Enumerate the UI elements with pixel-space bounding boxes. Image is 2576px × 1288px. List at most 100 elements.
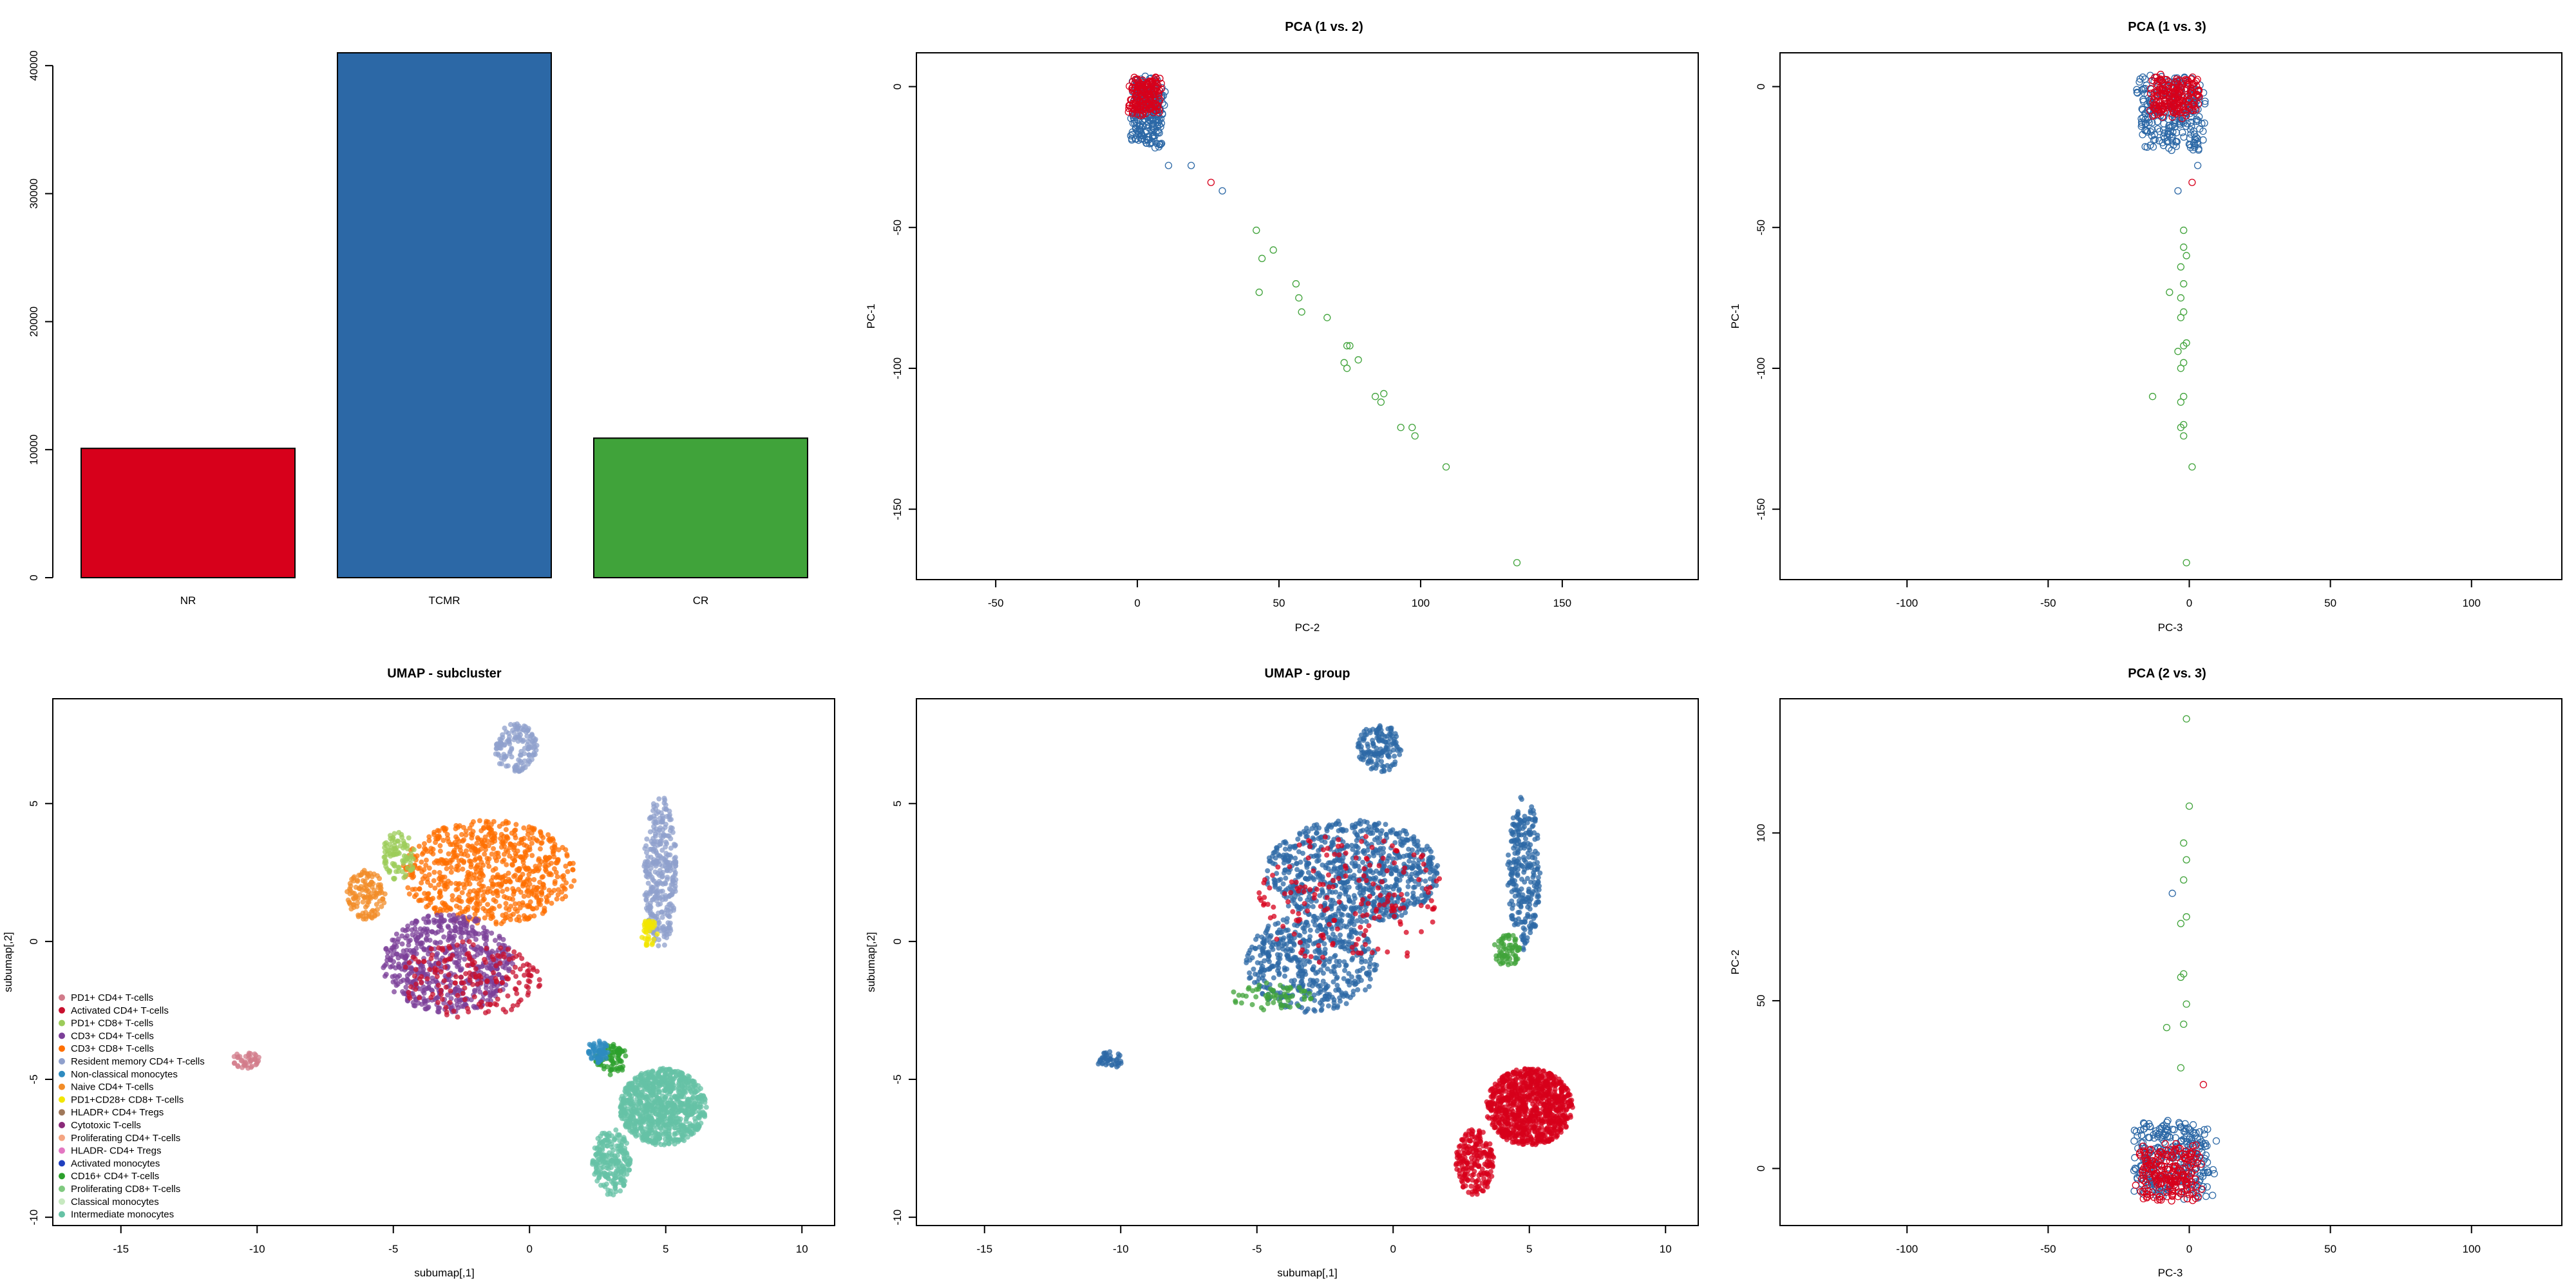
point-tcmr — [2141, 126, 2149, 135]
point-cd3-cd8-t-cells — [478, 846, 484, 852]
point-non-classical-monocytes — [605, 1050, 611, 1056]
point-activated-cd4-t-cells — [526, 990, 531, 996]
x-tick-label: CR — [693, 594, 709, 607]
x-tick-label: 10 — [796, 1243, 808, 1255]
point-cd3-cd4-t-cells — [489, 930, 495, 936]
point-cd3-cd8-t-cells — [424, 876, 430, 882]
point-resident-memory-cd4-t-cells — [661, 911, 667, 916]
point-activated-cd4-t-cells — [517, 966, 523, 972]
point-nr — [1155, 109, 1163, 117]
point-cd3-cd8-t-cells — [463, 828, 469, 834]
point-activated-cd4-t-cells — [428, 994, 434, 1000]
point-cd3-cd8-t-cells — [537, 862, 543, 867]
legend-label: PD1+CD28+ CD8+ T-cells — [71, 1094, 184, 1105]
point-cd3-cd8-t-cells — [440, 907, 446, 913]
point-activated-cd4-t-cells — [451, 1009, 457, 1014]
point-cd3-cd8-t-cells — [490, 914, 496, 920]
point-activated-cd4-t-cells — [462, 985, 468, 991]
point-activated-cd4-t-cells — [522, 972, 527, 978]
point-cd3-cd4-t-cells — [459, 927, 464, 933]
point-cd3-cd4-t-cells — [456, 988, 462, 994]
point-cd3-cd8-t-cells — [503, 900, 509, 906]
plot-frame — [916, 52, 1699, 580]
point-activated-cd4-t-cells — [526, 972, 532, 978]
point-intermediate-monocytes — [650, 1080, 656, 1086]
point-nr — [2161, 75, 2169, 84]
point-cd3-cd8-t-cells — [473, 856, 478, 862]
point-tcmr — [2143, 143, 2151, 151]
legend-swatch — [59, 1147, 65, 1154]
point-cd3-cd8-t-cells — [507, 913, 513, 919]
point-cd3-cd8-t-cells — [440, 838, 446, 844]
point-cd3-cd4-t-cells — [391, 938, 397, 943]
point-intermediate-monocytes — [685, 1106, 690, 1112]
point-cd3-cd8-t-cells — [455, 882, 461, 887]
point-resident-memory-cd4-t-cells — [506, 730, 511, 736]
point-cd3-cd8-t-cells — [412, 886, 418, 892]
point-naive-cd4-t-cells — [361, 867, 367, 873]
point-cr — [1253, 226, 1260, 234]
point-pd1-cd8-t-cells — [392, 839, 398, 845]
point-activated-cd4-t-cells — [506, 956, 512, 962]
point-activated-cd4-t-cells — [413, 987, 419, 992]
point-nr — [2188, 178, 2196, 186]
point-intermediate-monocytes — [629, 1097, 634, 1103]
point-resident-memory-cd4-t-cells — [498, 745, 504, 751]
point-cd3-cd8-t-cells — [531, 906, 536, 912]
chart-title: PCA (1 vs. 2) — [1285, 20, 1363, 34]
point-intermediate-monocytes — [669, 1101, 675, 1106]
point-cd3-cd8-t-cells — [455, 862, 461, 868]
point-cd3-cd8-t-cells — [472, 911, 478, 917]
point-cd3-cd4-t-cells — [406, 942, 412, 948]
point-tcmr — [1128, 128, 1137, 136]
point-activated-cd4-t-cells — [505, 993, 511, 999]
point-cd3-cd8-t-cells — [453, 823, 459, 829]
point-activated-cd4-t-cells — [516, 999, 522, 1005]
point-nr — [2174, 80, 2181, 88]
point-intermediate-monocytes — [613, 1175, 619, 1180]
point-intermediate-monocytes — [618, 1170, 624, 1175]
point-cd3-cd8-t-cells — [512, 901, 518, 907]
point-nr — [2193, 82, 2201, 90]
point-intermediate-monocytes — [668, 1110, 674, 1115]
point-intermediate-monocytes — [679, 1132, 685, 1138]
point-cd3-cd8-t-cells — [406, 891, 412, 897]
point-activated-cd4-t-cells — [410, 954, 416, 960]
point-tcmr — [1411, 860, 1417, 866]
point-cd3-cd8-t-cells — [423, 862, 429, 868]
point-intermediate-monocytes — [659, 1093, 665, 1099]
point-resident-memory-cd4-t-cells — [498, 737, 504, 743]
point-cd3-cd8-t-cells — [551, 887, 557, 893]
point-activated-cd4-t-cells — [530, 965, 536, 971]
point-cd3-cd8-t-cells — [486, 886, 491, 891]
point-cd3-cd8-t-cells — [417, 897, 423, 903]
point-cd3-cd8-t-cells — [527, 899, 533, 905]
point-cd3-cd8-t-cells — [545, 862, 551, 868]
point-resident-memory-cd4-t-cells — [645, 880, 651, 886]
point-pd1-cd8-t-cells — [388, 836, 393, 842]
chart-title: UMAP - group — [1265, 667, 1350, 681]
point-non-classical-monocytes — [597, 1050, 603, 1056]
point-cd3-cd4-t-cells — [479, 964, 485, 970]
point-naive-cd4-t-cells — [364, 895, 370, 900]
point-cr — [1269, 246, 1277, 254]
point-cd3-cd8-t-cells — [480, 893, 486, 898]
point-pd1-cd8-t-cells — [392, 863, 397, 869]
legend-swatch — [59, 1186, 65, 1192]
point-activated-cd4-t-cells — [512, 964, 518, 970]
y-tick-label: 5 — [28, 800, 40, 806]
point-activated-cd4-t-cells — [478, 1004, 484, 1010]
point-cd3-cd8-t-cells — [453, 834, 459, 840]
point-resident-memory-cd4-t-cells — [656, 796, 662, 802]
point-resident-memory-cd4-t-cells — [658, 895, 663, 901]
point-intermediate-monocytes — [618, 1113, 624, 1119]
point-cd3-cd8-t-cells — [477, 818, 482, 824]
point-nr — [2168, 105, 2176, 113]
point-resident-memory-cd4-t-cells — [643, 890, 649, 896]
point-activated-cd4-t-cells — [442, 958, 448, 964]
point-activated-cd4-t-cells — [526, 967, 532, 973]
point-resident-memory-cd4-t-cells — [499, 761, 505, 767]
point-pd1-cd8-t-cells — [383, 864, 389, 869]
point-activated-cd4-t-cells — [448, 988, 453, 994]
